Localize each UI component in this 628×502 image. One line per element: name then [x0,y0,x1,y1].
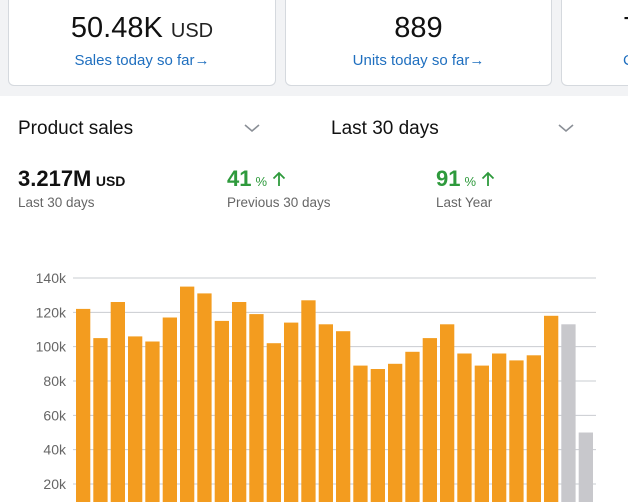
y-tick-label: 100k [36,339,67,355]
sales-today-card[interactable]: 50.48K USD Sales today so far→ [8,0,276,86]
arrow-up-icon [272,171,285,186]
last-year-change: 91% [436,166,495,191]
chart-bar[interactable] [110,302,125,502]
previous-period-metric: 41% Previous 30 days [227,166,331,210]
sales-panel: Product sales Last 30 days 3.217M USD La… [0,96,628,502]
chart-bar[interactable] [214,320,229,502]
chart-bar[interactable] [284,322,299,502]
chart-bar[interactable] [301,300,316,502]
previous-period-change: 41% [227,166,286,191]
percent-symbol: % [464,174,477,189]
sales-today-unit: USD [170,20,214,42]
arrow-right-icon: → [194,52,210,69]
total-sales-value: 3.217M [18,166,92,191]
sales-today-link-label: Sales today so far [74,52,195,69]
previous-period-caption: Previous 30 days [227,195,331,210]
chart-bar[interactable] [405,351,420,502]
y-tick-label: 60k [43,407,67,423]
chart-bar[interactable] [162,317,177,502]
chart-bar[interactable] [578,432,593,502]
last-year-caption: Last Year [436,195,493,210]
units-today-value: 889 [394,12,443,44]
chart-bar[interactable] [93,338,108,502]
chart-bar[interactable] [370,369,385,502]
chevron-down-icon[interactable] [243,123,261,133]
chart-bar[interactable] [145,341,160,502]
metric-dropdown-label: Product sales [18,118,134,139]
chart-bar[interactable] [266,343,281,502]
arrow-up-icon [481,171,494,186]
chart-bar[interactable] [474,365,489,502]
last-year-metric: 91% Last Year [436,166,495,210]
arrow-right-icon: → [469,52,485,69]
chart-bar[interactable] [544,315,559,502]
sales-bar-chart: 20k 40k 60k 80k 100k 120k 140k [36,270,596,502]
chart-bar[interactable] [232,302,247,502]
chart-bar[interactable] [440,324,455,502]
sales-today-value: 50.48K USD [9,12,275,45]
percent-symbol: % [255,174,268,189]
total-sales-caption: Last 30 days [18,195,95,210]
units-today-card[interactable]: 889 Units today so far→ [285,0,552,86]
chart-bar[interactable] [197,293,212,502]
chart-bar[interactable] [526,355,541,502]
chart-bar[interactable] [249,314,264,502]
y-tick-label: 20k [43,476,67,492]
chart-bar[interactable] [509,360,524,502]
sales-today-amount: 50.48K [70,12,163,44]
chart-bar[interactable] [76,308,91,502]
chart-bar[interactable] [353,365,368,502]
chart-bar[interactable] [180,286,195,502]
chart-bar[interactable] [561,324,576,502]
chart-bar[interactable] [457,353,472,502]
previous-period-pct: 41 [227,166,252,191]
last-year-pct: 91 [436,166,461,191]
units-today-link[interactable]: Units today so far→ [286,52,551,69]
total-sales-metric: 3.217M USD Last 30 days [18,166,125,210]
metric-dropdown[interactable]: Product sales [18,118,133,140]
chart-bar[interactable] [388,363,403,502]
y-tick-label: 80k [43,373,67,389]
y-tick-label: 140k [36,270,67,286]
total-sales-unit: USD [95,173,126,189]
third-card-value: 7 [623,12,628,45]
sales-today-link[interactable]: Sales today so far→ [9,52,275,69]
third-card[interactable]: 7 C [561,0,628,86]
units-today-link-label: Units today so far [352,52,470,69]
chart-bar[interactable] [128,336,143,502]
third-card-link[interactable]: C [623,52,628,69]
range-dropdown-label: Last 30 days [331,118,439,139]
y-tick-label: 40k [43,442,67,458]
range-dropdown[interactable]: Last 30 days [331,118,439,140]
chevron-down-icon[interactable] [557,123,575,133]
chart-bar[interactable] [422,338,437,502]
y-tick-label: 120k [36,304,67,320]
chart-bar[interactable] [318,324,333,502]
chart-bar[interactable] [336,331,351,502]
chart-bar[interactable] [492,353,507,502]
